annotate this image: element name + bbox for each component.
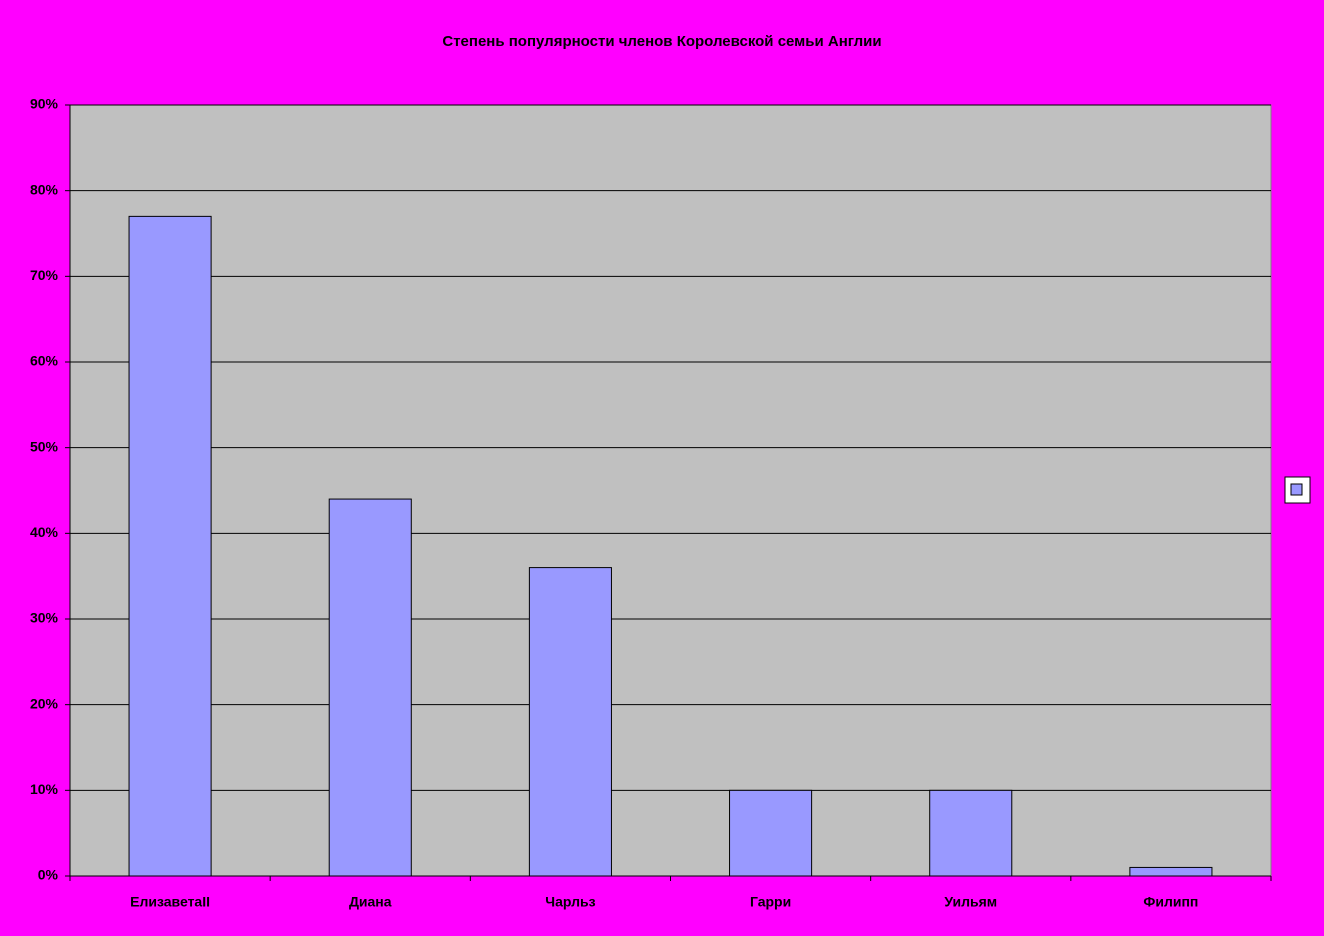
bar (128, 215, 212, 877)
x-tick-label: Чарльз (545, 894, 595, 910)
plot-area (69, 104, 1272, 877)
y-tick-label: 80% (30, 181, 59, 197)
y-tick-label: 30% (30, 610, 59, 626)
y-tick-label: 10% (30, 781, 59, 797)
legend-swatch (1290, 483, 1303, 496)
bar (528, 567, 612, 877)
x-tick-label: Уильям (944, 894, 997, 910)
x-tick-label: Филипп (1143, 894, 1198, 910)
y-tick-label: 20% (30, 695, 59, 711)
y-tick-label: 0% (38, 867, 59, 883)
y-tick-label: 70% (30, 267, 59, 283)
y-tick-label: 60% (30, 353, 59, 369)
y-tick-label: 90% (30, 96, 59, 112)
y-tick-label: 50% (30, 438, 59, 454)
bar (1129, 866, 1213, 877)
bar (729, 789, 813, 877)
x-tick-label: Диана (349, 894, 392, 910)
chart-title: Степень популярности членов Королевской … (442, 33, 881, 50)
x-tick-label: ЕлизаветаII (130, 894, 210, 910)
bar (929, 789, 1013, 877)
bar (328, 498, 412, 877)
y-tick-label: 40% (30, 524, 59, 540)
x-tick-label: Гарри (750, 894, 791, 910)
